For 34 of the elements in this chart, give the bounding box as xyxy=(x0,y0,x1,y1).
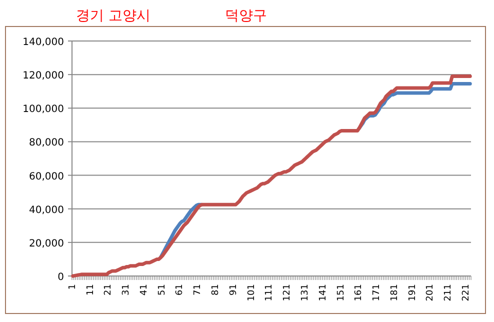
x-tick-label: 171 xyxy=(372,284,382,302)
x-tick-label: 101 xyxy=(246,284,257,302)
y-tick-label: 0 xyxy=(58,272,64,283)
x-tick-label: 131 xyxy=(300,284,310,302)
x-tick-label: 81 xyxy=(211,284,222,296)
x-tick-label: 51 xyxy=(157,284,168,296)
x-tick-label: 181 xyxy=(390,284,400,302)
title: 경기 고양시 xyxy=(76,8,150,24)
x-tick-label: 31 xyxy=(122,284,132,296)
y-tick-label: 100,000 xyxy=(22,104,64,116)
x-tick-label: 1 xyxy=(68,284,78,290)
y-tick-label: 120,000 xyxy=(22,70,64,82)
x-tick-label: 41 xyxy=(139,284,150,296)
x-tick-label: 141 xyxy=(318,284,328,302)
x-tick-label: 121 xyxy=(282,284,293,302)
x-tick-label: 111 xyxy=(264,284,275,302)
x-tick-label: 191 xyxy=(408,284,418,302)
y-tick-label: 60,000 xyxy=(29,171,64,182)
line-series xyxy=(71,74,472,278)
x-tick-label: 221 xyxy=(462,284,472,302)
x-tick-label: 151 xyxy=(336,284,346,302)
x-tick-label: 21 xyxy=(104,284,114,296)
y-tick-label: 80,000 xyxy=(29,138,64,149)
x-tick-label: 211 xyxy=(444,284,454,302)
x-tick-label: 91 xyxy=(228,284,239,296)
subtitle: 덕양구 xyxy=(225,8,267,24)
x-tick-label: 161 xyxy=(354,284,364,302)
x-tick-label: 61 xyxy=(175,284,186,296)
y-tick-label: 140,000 xyxy=(22,37,64,48)
y-tick-label: 40,000 xyxy=(29,204,64,216)
x-tick-label: 201 xyxy=(426,284,436,302)
y-tick-label: 20,000 xyxy=(29,238,64,250)
x-tick-label: 11 xyxy=(86,284,96,296)
x-tick-label: 71 xyxy=(193,284,204,296)
